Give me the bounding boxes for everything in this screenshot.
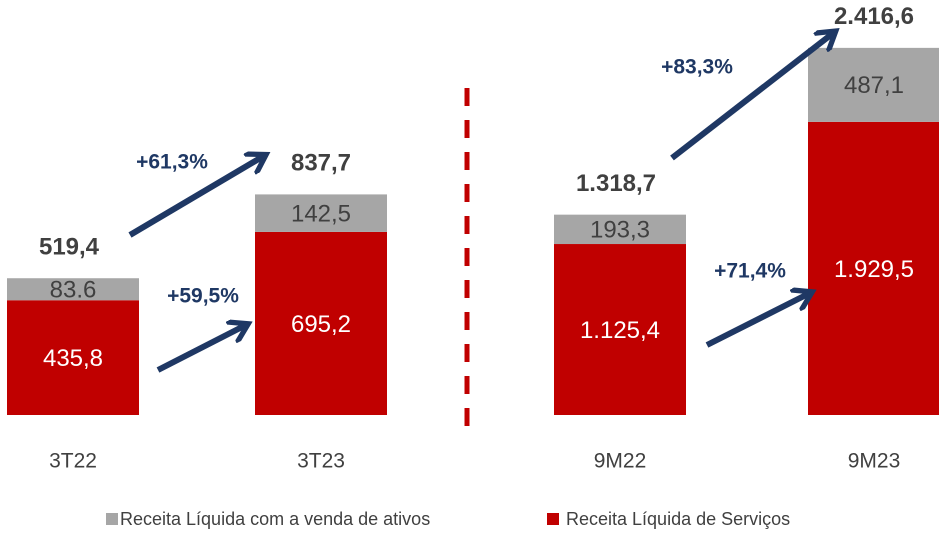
bar-segment xyxy=(7,300,139,415)
total-label: 837,7 xyxy=(291,150,351,177)
legend-label: Receita Líquida de Serviços xyxy=(566,509,790,529)
x-tick-label: 9M23 xyxy=(848,450,901,473)
bar-segment xyxy=(808,121,939,415)
growth-arrow xyxy=(156,326,244,373)
total-label: 519,4 xyxy=(39,234,100,261)
data-label: 695,2 xyxy=(291,311,351,338)
growth-arrow xyxy=(128,157,262,238)
growth-label: +71,4% xyxy=(714,260,786,283)
bar-segment xyxy=(554,244,686,415)
growth-label: +61,3% xyxy=(136,151,208,174)
total-label: 2.416,6 xyxy=(834,3,914,30)
data-label: 435,8 xyxy=(43,345,103,372)
growth-label: +83,3% xyxy=(661,56,733,79)
bar-segment xyxy=(7,278,139,301)
bar-segment xyxy=(255,194,387,232)
growth-arrow xyxy=(670,34,832,161)
bar-segment xyxy=(554,214,686,245)
data-label: 83.6 xyxy=(50,277,97,304)
total-label: 1.318,7 xyxy=(576,170,656,197)
data-label: 142,5 xyxy=(291,201,351,228)
bar-segment xyxy=(808,47,939,122)
growth-arrow xyxy=(705,294,808,348)
data-label: 193,3 xyxy=(590,217,650,244)
growth-label: +59,5% xyxy=(167,285,239,308)
x-tick-label: 3T22 xyxy=(49,450,97,473)
data-label: 487,1 xyxy=(844,72,904,99)
legend-swatch xyxy=(106,513,118,525)
data-label: 1.929,5 xyxy=(834,256,914,283)
x-tick-label: 9M22 xyxy=(594,450,647,473)
data-label: 1.125,4 xyxy=(580,317,660,344)
legend-label: Receita Líquida com a venda de ativos xyxy=(120,509,430,529)
x-tick-label: 3T23 xyxy=(297,450,345,473)
legend-swatch xyxy=(547,513,559,525)
bar-segment xyxy=(255,231,387,415)
